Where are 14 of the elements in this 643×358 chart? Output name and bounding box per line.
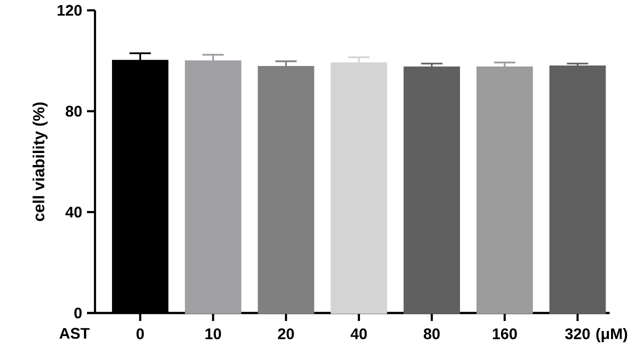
text: (μM) [596, 328, 628, 342]
x-tick-label: 20 [278, 328, 294, 340]
x-tick-label: 320 [565, 328, 590, 340]
x-tick-label: 10 [206, 328, 221, 340]
text: AST [59, 328, 90, 339]
y-tick-label: 80 [66, 106, 82, 117]
x-tick-label: 0 [136, 328, 144, 340]
y-tick-label: 0 [74, 308, 82, 318]
y-tick-label: 120 [58, 4, 82, 16]
x-tick-label: 80 [424, 328, 440, 340]
x-tick-label: 40 [350, 328, 367, 340]
y-tick-label: 40 [65, 206, 82, 218]
x-tick-label: 160 [492, 328, 517, 340]
y-axis-title: cell viability (%) [32, 102, 48, 222]
